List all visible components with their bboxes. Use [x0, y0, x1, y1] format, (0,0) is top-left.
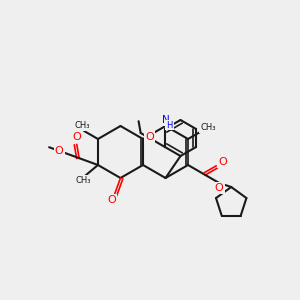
Text: CH₃: CH₃	[200, 124, 216, 133]
Text: N: N	[162, 115, 170, 125]
Text: CH₃: CH₃	[74, 122, 90, 130]
Text: O: O	[218, 157, 227, 167]
Text: O: O	[55, 146, 64, 156]
Text: O: O	[107, 195, 116, 205]
Text: O: O	[146, 132, 154, 142]
Text: O: O	[72, 132, 81, 142]
Text: O: O	[215, 183, 224, 193]
Text: H: H	[166, 121, 173, 130]
Text: CH₃: CH₃	[76, 176, 92, 185]
